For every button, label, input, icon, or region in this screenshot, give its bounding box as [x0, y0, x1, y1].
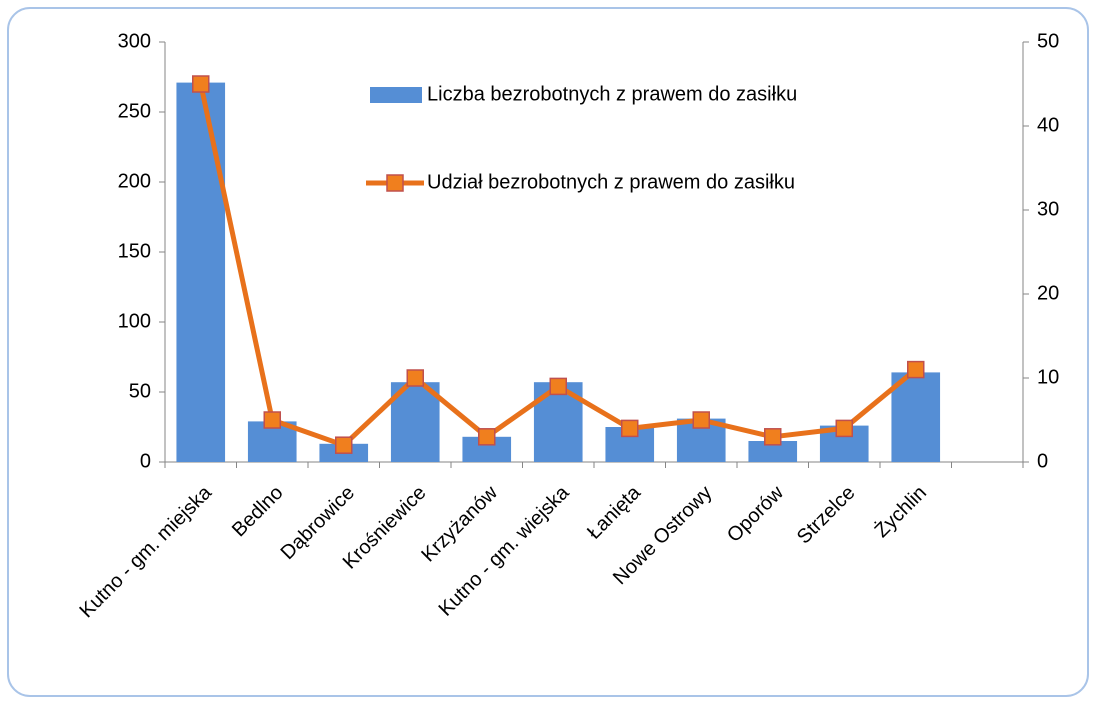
marker — [907, 360, 925, 379]
y2-tick-label: 30 — [1037, 198, 1059, 220]
marker — [192, 75, 210, 93]
marker — [549, 377, 567, 396]
y-tick-label: 50 — [129, 380, 151, 402]
legend-label: Liczba bezrobotnych z prawem do zasiłku — [427, 83, 797, 105]
bar — [891, 372, 941, 462]
y-tick-label: 250 — [118, 100, 151, 122]
marker — [335, 436, 353, 454]
y-tick-label: 200 — [118, 170, 151, 192]
y2-tick-label: 10 — [1037, 366, 1059, 388]
bar — [748, 441, 798, 462]
y-tick-label: 100 — [118, 310, 151, 332]
marker — [478, 428, 496, 446]
legend-label: Udział bezrobotnych z prawem do zasiłku — [427, 171, 795, 193]
marker — [692, 411, 710, 429]
legend-swatch — [370, 87, 422, 103]
marker — [621, 419, 639, 438]
bar — [176, 82, 226, 462]
y-tick-label: 0 — [140, 450, 151, 472]
y-tick-label: 300 — [118, 30, 151, 52]
y2-tick-label: 50 — [1037, 30, 1059, 52]
y2-tick-label: 40 — [1037, 114, 1059, 136]
marker — [835, 419, 853, 438]
y-tick-label: 150 — [118, 240, 151, 262]
y2-tick-label: 0 — [1037, 450, 1048, 472]
chart-frame — [7, 7, 1089, 697]
y2-tick-label: 20 — [1037, 282, 1059, 304]
marker — [406, 369, 424, 387]
marker — [764, 428, 782, 446]
legend-marker — [386, 174, 404, 192]
marker — [263, 411, 281, 429]
